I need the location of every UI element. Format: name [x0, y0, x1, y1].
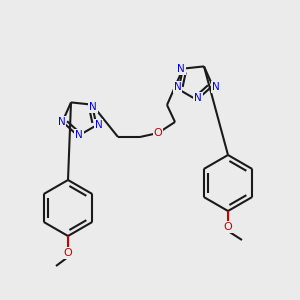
- Text: N: N: [58, 117, 65, 127]
- Text: N: N: [177, 64, 185, 74]
- Text: N: N: [194, 93, 202, 103]
- Text: N: N: [75, 130, 83, 140]
- Text: N: N: [212, 82, 220, 92]
- Text: O: O: [64, 248, 72, 258]
- Text: N: N: [94, 120, 102, 130]
- Text: N: N: [174, 82, 182, 92]
- Text: O: O: [154, 128, 162, 138]
- Text: N: N: [89, 102, 97, 112]
- Text: O: O: [224, 222, 232, 232]
